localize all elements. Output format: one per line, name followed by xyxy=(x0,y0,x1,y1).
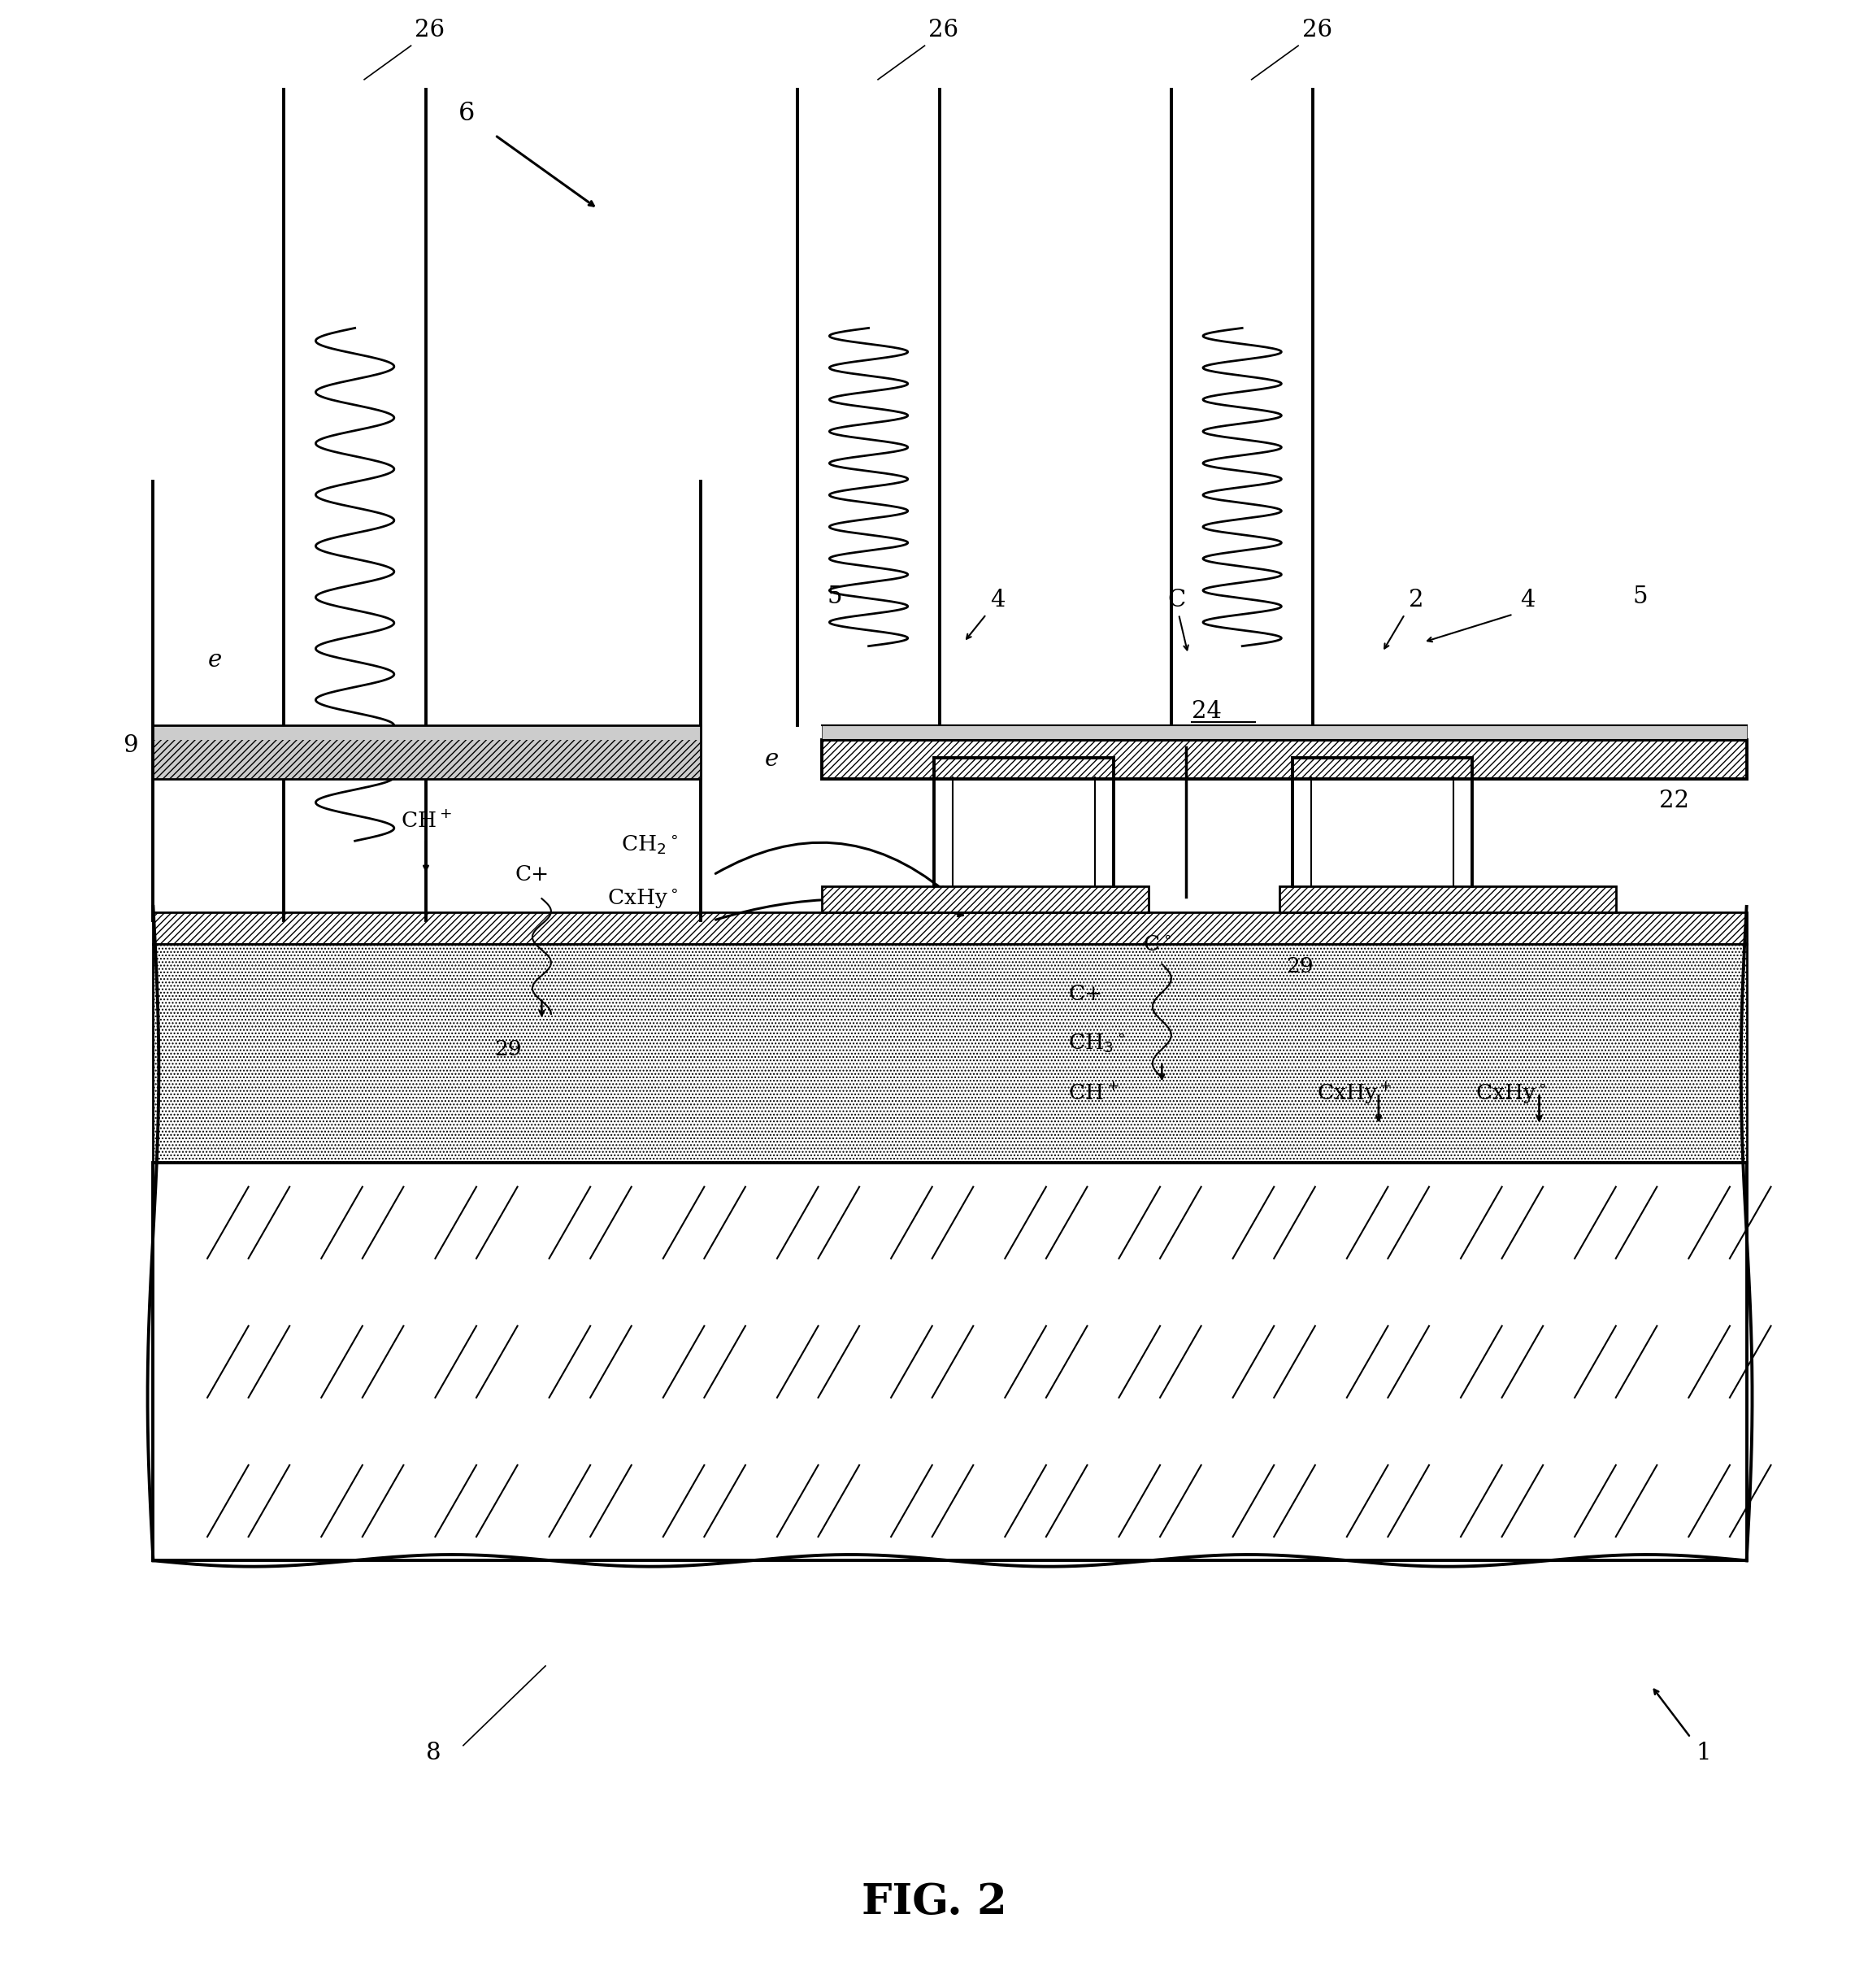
Bar xyxy=(822,887,1149,912)
Bar xyxy=(822,740,1747,779)
Bar xyxy=(153,726,700,779)
Text: CH$^+$: CH$^+$ xyxy=(1068,1083,1119,1103)
Text: 1: 1 xyxy=(1696,1741,1711,1765)
Text: 6: 6 xyxy=(460,101,474,125)
Text: CH$_3$$^\circ$: CH$_3$$^\circ$ xyxy=(1068,1032,1126,1056)
Text: 9: 9 xyxy=(123,734,138,757)
Text: CxHy$^\circ$: CxHy$^\circ$ xyxy=(607,887,678,911)
Text: C+: C+ xyxy=(516,865,549,885)
Bar xyxy=(153,1163,1747,1561)
Text: C+: C+ xyxy=(1068,984,1102,1004)
Text: CH$^+$: CH$^+$ xyxy=(400,811,452,831)
Text: 5: 5 xyxy=(828,584,842,608)
Bar xyxy=(1280,887,1616,912)
Text: 29: 29 xyxy=(1287,956,1313,976)
Text: 26: 26 xyxy=(1302,20,1332,42)
Text: CxHy$^\circ$: CxHy$^\circ$ xyxy=(1476,1081,1547,1105)
Bar xyxy=(1280,887,1616,912)
Text: 5: 5 xyxy=(1633,584,1648,608)
Text: CH$_2$$^\circ$: CH$_2$$^\circ$ xyxy=(620,833,678,857)
Bar xyxy=(153,740,700,779)
Bar xyxy=(822,887,1149,912)
Text: e: e xyxy=(207,648,222,672)
Text: FIG. 2: FIG. 2 xyxy=(861,1883,1007,1922)
Bar xyxy=(822,726,1747,740)
Text: CxHy$^+$: CxHy$^+$ xyxy=(1317,1081,1392,1105)
Text: 2: 2 xyxy=(1408,588,1423,612)
Bar xyxy=(153,912,1747,944)
Bar xyxy=(153,944,1747,1163)
Text: 29: 29 xyxy=(495,1040,521,1060)
Text: 22: 22 xyxy=(1659,789,1689,813)
Text: e: e xyxy=(764,747,779,771)
Text: 24: 24 xyxy=(1192,700,1222,724)
Text: 8: 8 xyxy=(426,1741,441,1765)
Text: 4: 4 xyxy=(1521,588,1535,612)
Text: C: C xyxy=(1168,588,1186,612)
Text: 4: 4 xyxy=(990,588,1005,612)
Text: C$^\circ$: C$^\circ$ xyxy=(1143,934,1171,954)
Text: 26: 26 xyxy=(415,20,445,42)
Text: 26: 26 xyxy=(928,20,958,42)
Bar xyxy=(822,740,1747,779)
Bar xyxy=(153,944,1747,1163)
Bar xyxy=(153,912,1747,944)
